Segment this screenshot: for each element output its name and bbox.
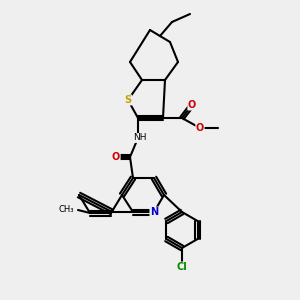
Text: CH₃: CH₃: [58, 206, 74, 214]
Text: N: N: [150, 207, 158, 217]
Text: NH: NH: [133, 134, 147, 142]
Text: O: O: [188, 100, 196, 110]
Text: O: O: [112, 152, 120, 162]
Text: Cl: Cl: [177, 262, 188, 272]
Text: O: O: [196, 123, 204, 133]
Text: S: S: [124, 95, 132, 105]
